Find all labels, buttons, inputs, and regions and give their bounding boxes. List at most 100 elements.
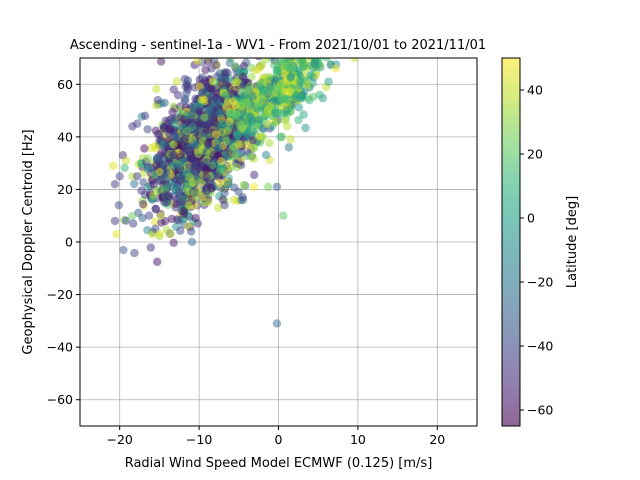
data-point (273, 65, 282, 74)
data-point (213, 203, 223, 213)
data-point (190, 189, 200, 198)
data-point (190, 101, 200, 111)
colorbar: −60 −40 −20 0 20 40 Latitude [deg] (501, 57, 580, 427)
data-point (178, 192, 187, 201)
data-point (239, 180, 249, 190)
data-point (119, 245, 128, 255)
data-point (143, 154, 153, 163)
data-point (319, 15, 327, 23)
data-point (186, 154, 196, 163)
data-point (207, 183, 216, 193)
data-point (204, 197, 213, 207)
data-point (110, 179, 120, 189)
data-point (220, 201, 229, 210)
data-point (163, 198, 172, 207)
data-point (217, 119, 227, 129)
data-point (233, 130, 242, 140)
data-point (255, 58, 263, 61)
data-point (276, 132, 285, 142)
data-point (182, 110, 192, 120)
data-point (223, 98, 233, 107)
data-point (265, 138, 274, 148)
data-point (202, 125, 212, 134)
data-point (152, 161, 161, 170)
data-point (282, 106, 291, 115)
data-point (174, 215, 183, 225)
data-point (262, 108, 272, 117)
data-point (162, 168, 171, 177)
data-point (153, 130, 163, 139)
data-point (143, 164, 152, 174)
data-point (156, 58, 166, 66)
data-point (212, 102, 222, 111)
data-point (179, 207, 189, 216)
data-point (188, 118, 197, 128)
data-point (230, 61, 240, 71)
data-point (223, 179, 233, 189)
data-point (249, 143, 259, 153)
data-point (182, 89, 191, 98)
data-point (284, 143, 294, 152)
data-point (247, 152, 256, 162)
data-point (280, 116, 290, 125)
data-point (180, 96, 189, 105)
data-point (110, 216, 120, 226)
data-point (324, 77, 333, 86)
data-point (208, 77, 218, 86)
data-point (262, 119, 272, 129)
data-point (212, 94, 221, 103)
y-tick-label: −20 (47, 287, 73, 302)
data-point (249, 182, 259, 192)
data-point (186, 227, 196, 236)
data-point (261, 150, 271, 160)
data-point (239, 98, 249, 107)
data-point (294, 115, 303, 125)
y-tick-label: −40 (47, 340, 73, 355)
data-point (191, 213, 200, 223)
data-point (254, 115, 264, 124)
data-point (236, 120, 245, 129)
data-point (301, 12, 309, 20)
y-tick-label: 0 (65, 235, 73, 250)
colorbar-tick-label: −40 (527, 339, 553, 354)
data-point (258, 94, 267, 103)
data-point (150, 170, 159, 179)
y-tick-label: 60 (57, 77, 73, 92)
data-point (197, 95, 206, 104)
data-point (140, 144, 149, 153)
data-point (121, 156, 131, 165)
data-point (128, 219, 138, 228)
plot-area (79, 12, 478, 427)
data-point (264, 72, 274, 82)
data-point (285, 86, 294, 95)
data-point (163, 119, 172, 128)
data-point (221, 90, 230, 100)
data-point (298, 62, 308, 71)
data-point (331, 64, 340, 73)
data-point (153, 257, 162, 267)
data-point (176, 226, 185, 236)
data-point (194, 149, 203, 159)
data-point (238, 72, 248, 81)
data-point (275, 81, 285, 90)
chart-title: Ascending - sentinel-1a - WV1 - From 202… (70, 38, 486, 53)
data-point (232, 77, 242, 87)
data-point (302, 28, 310, 36)
x-tick-label: −20 (107, 432, 133, 447)
data-point (243, 86, 252, 95)
data-point (209, 151, 218, 160)
data-point (156, 211, 166, 220)
data-point (272, 319, 282, 328)
colorbar-tick-label: 0 (527, 211, 535, 226)
data-point (250, 170, 259, 180)
data-point (120, 163, 129, 172)
data-point (313, 58, 322, 62)
data-point (322, 17, 330, 25)
data-point (180, 74, 190, 84)
data-point (229, 195, 239, 205)
data-point (270, 96, 279, 105)
data-point (217, 127, 227, 137)
data-point (306, 61, 316, 70)
data-point (188, 178, 197, 188)
data-point (246, 113, 255, 123)
